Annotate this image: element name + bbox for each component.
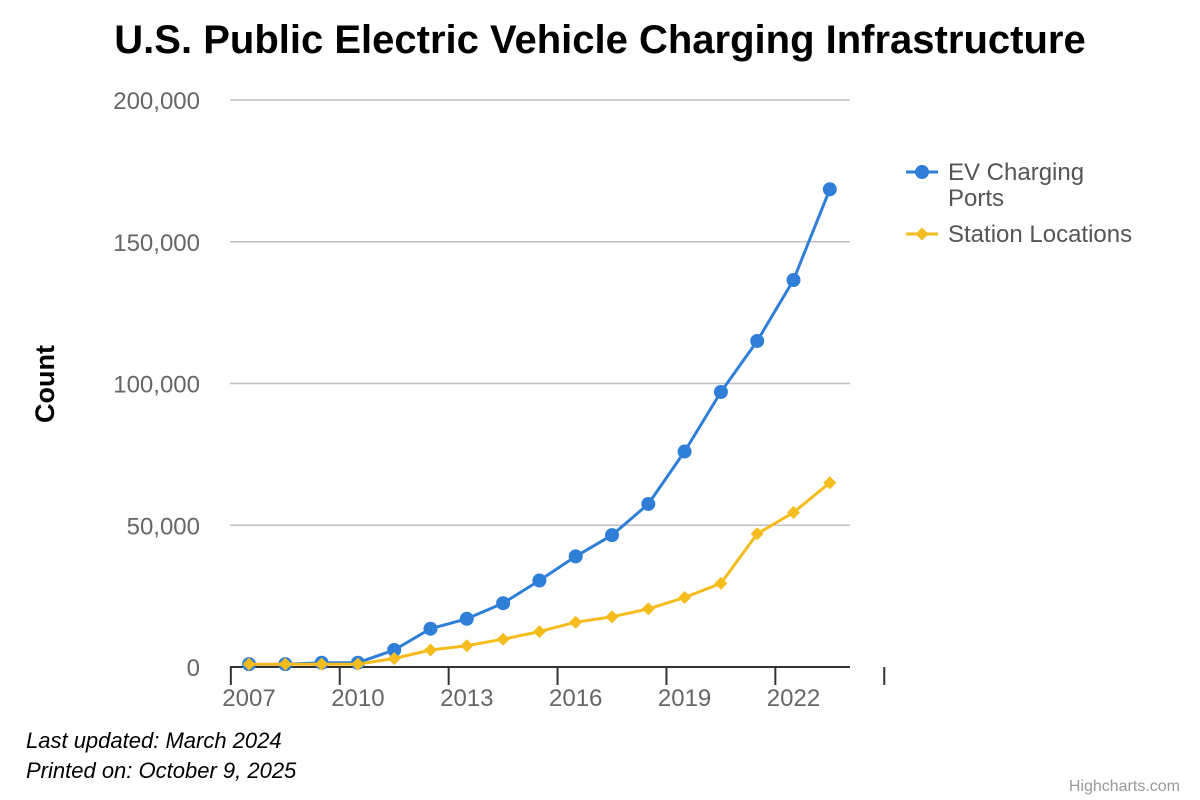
series-layer <box>242 182 837 672</box>
x-axis: 2007 2010 2013 2016 2019 2022 <box>222 666 886 712</box>
data-point[interactable] <box>242 657 256 671</box>
data-point[interactable] <box>822 182 837 197</box>
data-point[interactable] <box>750 333 765 348</box>
data-point[interactable] <box>605 610 619 624</box>
data-point[interactable] <box>387 651 401 665</box>
data-point[interactable] <box>678 591 692 605</box>
y-axis-label: Count <box>30 345 60 423</box>
data-point[interactable] <box>496 596 511 611</box>
grid-lines <box>230 99 850 526</box>
x-tick-label: 2010 <box>331 685 384 712</box>
data-point[interactable] <box>641 602 655 616</box>
legend-item[interactable]: Station Locations <box>906 221 1132 248</box>
x-tick-label: 2016 <box>549 685 602 712</box>
data-point[interactable] <box>713 385 728 400</box>
data-point[interactable] <box>496 632 510 646</box>
data-point[interactable] <box>786 273 801 288</box>
series-line <box>249 188 832 666</box>
data-point[interactable] <box>424 643 437 657</box>
data-point[interactable] <box>460 639 474 653</box>
printed-on-note: Printed on: October 9, 2025 <box>26 758 297 783</box>
y-tick-label: 50,000 <box>127 513 200 540</box>
y-tick-label: 100,000 <box>113 372 200 399</box>
data-point[interactable] <box>568 549 583 564</box>
data-point[interactable] <box>459 611 474 626</box>
data-point[interactable] <box>423 621 438 636</box>
y-axis-ticks: 0 50,000 100,000 150,000 200,000 <box>113 88 200 682</box>
data-point[interactable] <box>714 576 728 590</box>
data-point[interactable] <box>569 615 583 629</box>
legend-label: Station Locations <box>948 221 1132 248</box>
data-point[interactable] <box>532 625 546 639</box>
data-point[interactable] <box>677 444 692 459</box>
legend-marker <box>915 227 929 241</box>
y-tick-label: 200,000 <box>113 88 200 115</box>
x-tick-label: 2007 <box>222 685 275 712</box>
x-tick-label: 2019 <box>658 685 711 712</box>
data-point[interactable] <box>315 657 329 671</box>
legend-label: EV Charging <box>948 159 1084 186</box>
legend-label: Ports <box>948 185 1004 212</box>
y-tick-label: 150,000 <box>113 230 200 257</box>
legend-marker <box>915 165 929 179</box>
data-point[interactable] <box>605 528 619 543</box>
credits-link[interactable]: Highcharts.com <box>1069 778 1180 795</box>
data-point[interactable] <box>278 657 292 671</box>
chart-title: U.S. Public Electric Vehicle Charging In… <box>114 18 1085 62</box>
x-tick-label: 2013 <box>440 685 493 712</box>
data-point[interactable] <box>750 527 764 541</box>
data-point[interactable] <box>532 573 547 588</box>
data-point[interactable] <box>387 642 402 657</box>
y-tick-label: 0 <box>187 655 200 682</box>
data-point[interactable] <box>787 505 800 519</box>
data-point[interactable] <box>823 476 837 490</box>
last-updated-note: Last updated: March 2024 <box>26 728 282 753</box>
series-station-locations[interactable] <box>242 476 837 671</box>
data-point[interactable] <box>351 657 365 671</box>
data-point[interactable] <box>641 496 656 511</box>
series-ev-charging-ports[interactable] <box>242 182 837 672</box>
x-tick-label: 2022 <box>767 685 820 712</box>
